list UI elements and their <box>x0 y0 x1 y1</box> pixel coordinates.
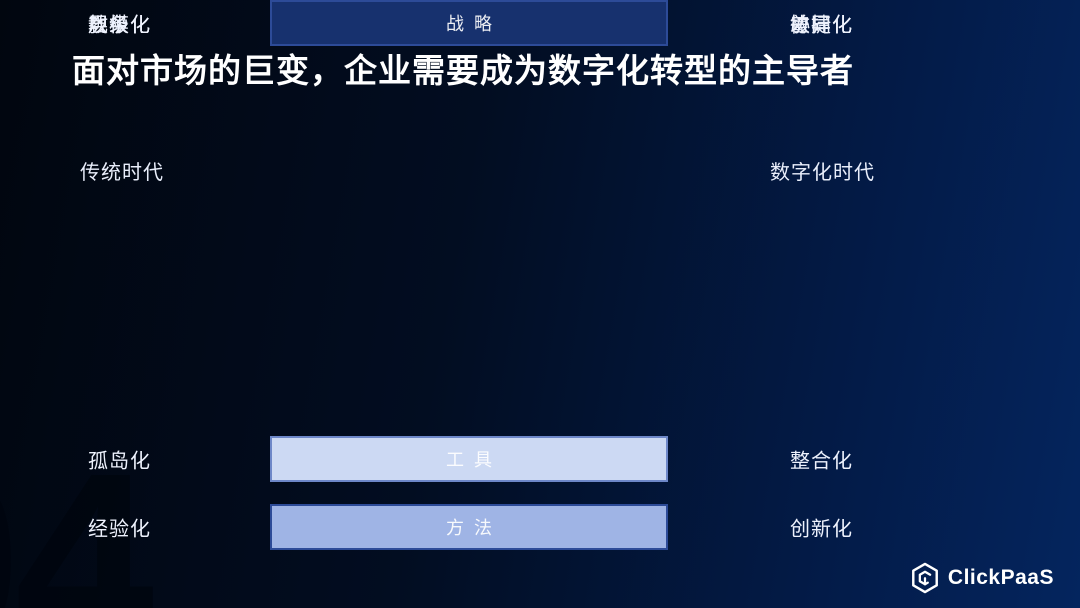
transformation-row: 孤岛化 工具 整合化 <box>0 436 1080 482</box>
transition-bar-strategy: 战略 <box>270 0 668 46</box>
traditional-label: 层级化 <box>88 14 151 37</box>
digital-label: 创新化 <box>790 518 853 541</box>
digital-label: 整合化 <box>790 450 853 473</box>
column-header-traditional: 传统时代 <box>80 162 164 184</box>
clickpaas-logo: ClickPaaS <box>910 562 1054 594</box>
traditional-label: 经验化 <box>88 518 151 541</box>
traditional-label: 教条化 <box>88 14 151 37</box>
traditional-label: 规模化 <box>88 14 151 37</box>
bar-label: 战略 <box>446 14 502 34</box>
slide-title: 面对市场的巨变，企业需要成为数字化转型的主导者 <box>72 52 854 89</box>
traditional-label: 孤岛化 <box>88 450 151 473</box>
column-header-digital: 数字化时代 <box>770 162 875 184</box>
transformation-row: 规模化 战略 差异化 <box>0 0 1080 46</box>
bar-label: 方法 <box>446 518 502 538</box>
transition-bar-tools: 工具 <box>270 436 668 482</box>
transition-bar-methods: 方法 <box>270 504 668 550</box>
clickpaas-hexagon-icon <box>910 562 940 594</box>
digital-label: 敏捷化 <box>790 14 853 37</box>
digital-label: 差异化 <box>790 14 853 37</box>
digital-label: 协同化 <box>790 14 853 37</box>
transformation-row: 经验化 方法 创新化 <box>0 504 1080 550</box>
clickpaas-logo-text: ClickPaaS <box>947 566 1054 589</box>
page-number: 04 <box>0 421 154 608</box>
bar-label: 工具 <box>446 450 502 470</box>
